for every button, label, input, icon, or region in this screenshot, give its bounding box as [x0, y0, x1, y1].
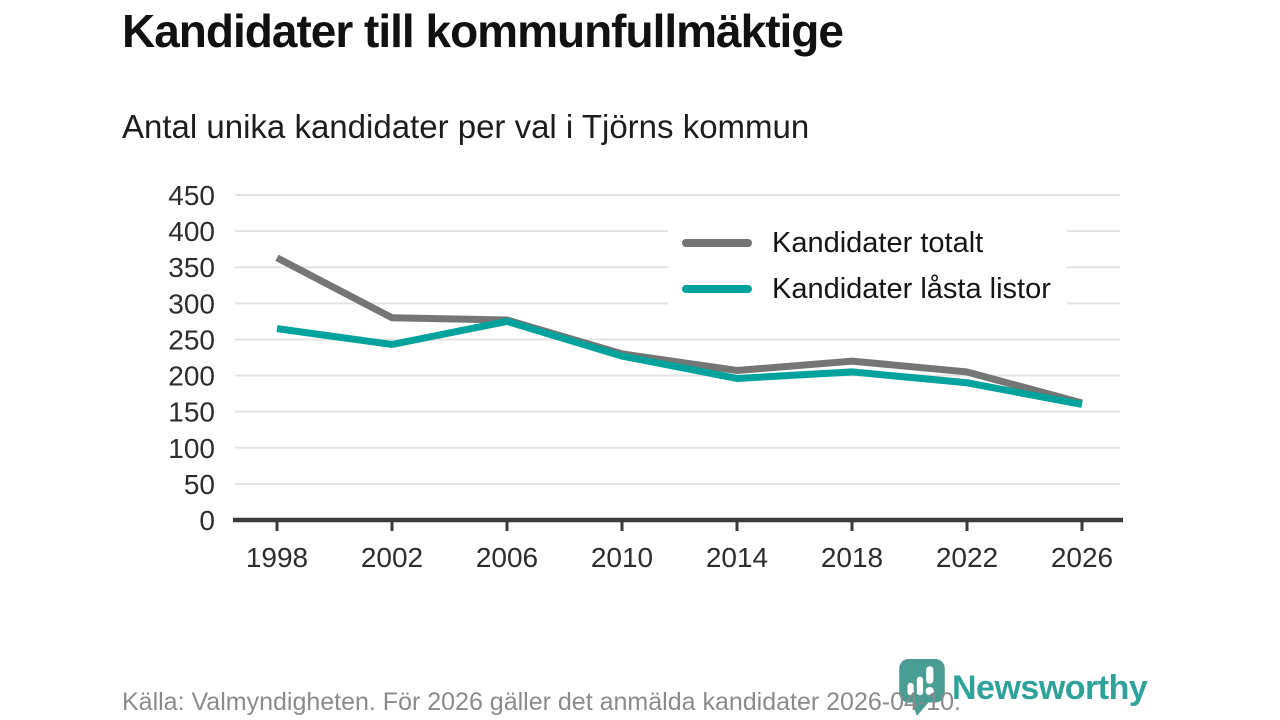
legend-swatch-total-line	[682, 239, 752, 247]
y-tick-label: 100	[168, 433, 215, 464]
legend-label-locked-lists: Kandidater låsta listor	[772, 272, 1051, 305]
x-tick-label: 2010	[591, 542, 653, 573]
x-tick-label: 2006	[476, 542, 538, 573]
legend-item-locked-lists: Kandidater låsta listor	[682, 269, 1051, 309]
x-tick-label: 2022	[936, 542, 998, 573]
x-tick-label: 2014	[706, 542, 768, 573]
legend-swatch-locked-line	[682, 285, 752, 293]
x-tick-label: 2002	[361, 542, 423, 573]
y-tick-label: 50	[184, 469, 215, 500]
newsworthy-wordmark: Newsworthy	[952, 668, 1148, 707]
newsworthy-pin-icon	[899, 659, 945, 716]
y-tick-label: 400	[168, 216, 215, 247]
legend-item-total: Kandidater totalt	[682, 223, 1051, 263]
y-tick-label: 250	[168, 324, 215, 355]
chart-title: Kandidater till kommunfullmäktige	[122, 5, 844, 57]
y-tick-label: 300	[168, 288, 215, 319]
source-note: Källa: Valmyndigheten. För 2026 gäller d…	[122, 688, 961, 716]
chart-subtitle: Antal unika kandidater per val i Tjörns …	[122, 108, 810, 145]
legend-label-total: Kandidater totalt	[772, 226, 984, 259]
y-tick-label: 0	[199, 505, 215, 536]
y-tick-label: 200	[168, 361, 215, 392]
newsworthy-logo: Newsworthy	[899, 659, 1148, 717]
y-tick-label: 450	[168, 180, 215, 211]
x-tick-label: 2026	[1051, 542, 1113, 573]
x-tick-label: 1998	[246, 542, 308, 573]
y-tick-label: 150	[168, 397, 215, 428]
series-line-locked-lists	[276, 317, 1083, 408]
y-tick-label: 350	[168, 252, 215, 283]
series-line-total	[275, 254, 1083, 407]
x-tick-label: 2018	[821, 542, 883, 573]
chart-legend: Kandidater totalt Kandidater låsta listo…	[668, 221, 1067, 313]
